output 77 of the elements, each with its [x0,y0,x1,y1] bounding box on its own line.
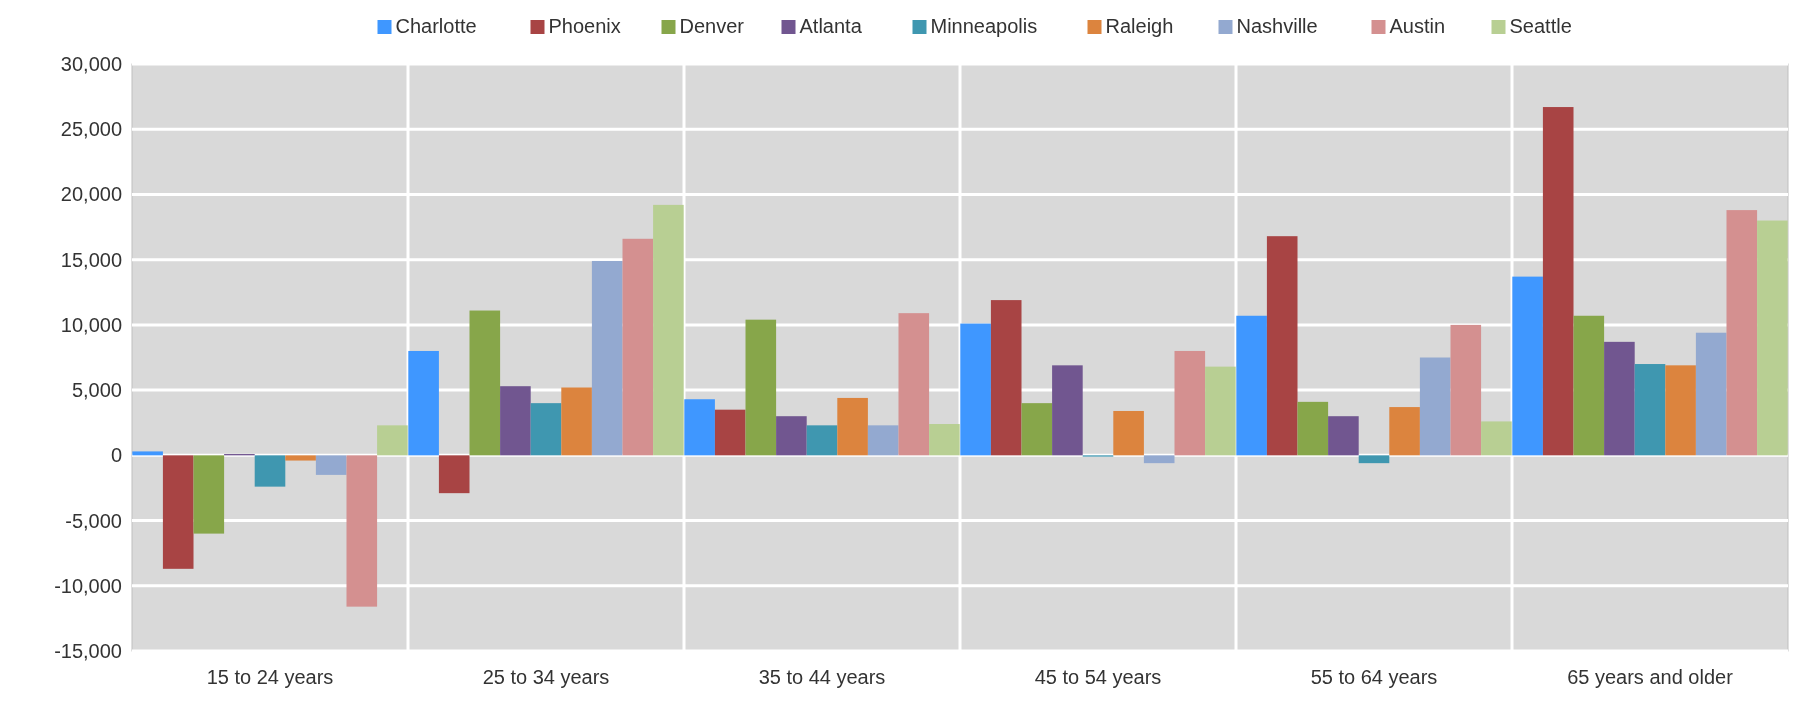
bar [1021,403,1053,456]
legend-label: Raleigh [1105,15,1174,37]
bar [193,455,225,534]
bar [622,238,654,456]
bar [1542,107,1574,456]
x-tick-label: 15 to 24 years [206,666,334,688]
bar [162,455,194,569]
bar [591,260,623,456]
y-tick-label: -15,000 [54,640,122,662]
x-tick-label: 55 to 64 years [1310,666,1438,688]
bar [1665,365,1696,456]
x-tick-label: 65 years and older [1567,666,1734,688]
bar [1695,332,1727,456]
bar [346,455,378,607]
legend-label: Atlanta [799,15,863,37]
legend-label: Minneapolis [930,15,1038,37]
bar [1174,350,1206,456]
bar [1266,236,1298,456]
bar [776,416,807,456]
bar [315,455,347,475]
y-tick-label: 10,000 [60,313,122,336]
bar [438,455,470,494]
bar [745,319,777,456]
y-tick-label: 5,000 [71,379,122,402]
legend-label: Denver [679,15,745,37]
bar [684,399,715,456]
bar [500,386,531,456]
legend-label: Charlotte [395,15,477,37]
bar [285,455,316,461]
y-tick-label: 15,000 [60,248,122,271]
bar [714,409,746,456]
y-tick-label: 25,000 [60,118,122,141]
bar [1450,324,1482,456]
y-tick-label: 0 [110,444,122,467]
bar [1481,421,1512,456]
legend-label: Austin [1389,15,1446,37]
bar [1604,341,1635,456]
legend-label: Nashville [1236,15,1318,37]
bar [1205,366,1236,456]
bar [1512,276,1543,456]
bar [960,323,991,456]
bar [469,310,501,456]
bar [653,204,684,456]
bar [1236,315,1267,456]
x-tick-label: 35 to 44 years [758,666,886,688]
bar [1297,401,1329,456]
bar [377,425,408,456]
bar [806,425,838,456]
x-tick-label: 25 to 34 years [482,666,610,688]
bar [561,387,592,456]
bar [1052,365,1083,456]
x-tick-label: 45 to 54 years [1034,666,1162,688]
bar [1358,455,1390,464]
y-tick-label: -10,000 [54,574,122,597]
bar [1143,455,1175,464]
bar [1113,410,1144,456]
y-tick-label: -5,000 [65,509,122,532]
bar [1726,210,1758,456]
bar [990,300,1022,456]
bar [1419,357,1451,456]
bar [1328,416,1359,456]
bar [408,350,439,456]
bar [1573,315,1605,456]
legend-label: Seattle [1509,15,1572,37]
bar [254,455,286,487]
bar [898,313,930,456]
bar [867,425,899,456]
y-tick-label: 20,000 [60,183,122,206]
bar [1634,364,1666,456]
bar [929,424,960,456]
legend-label: Phoenix [548,15,621,37]
bar [1389,407,1420,456]
bar [1757,220,1788,456]
y-tick-label: 30,000 [60,53,122,75]
bar [530,403,562,456]
bar [837,397,868,456]
bar [132,451,163,456]
